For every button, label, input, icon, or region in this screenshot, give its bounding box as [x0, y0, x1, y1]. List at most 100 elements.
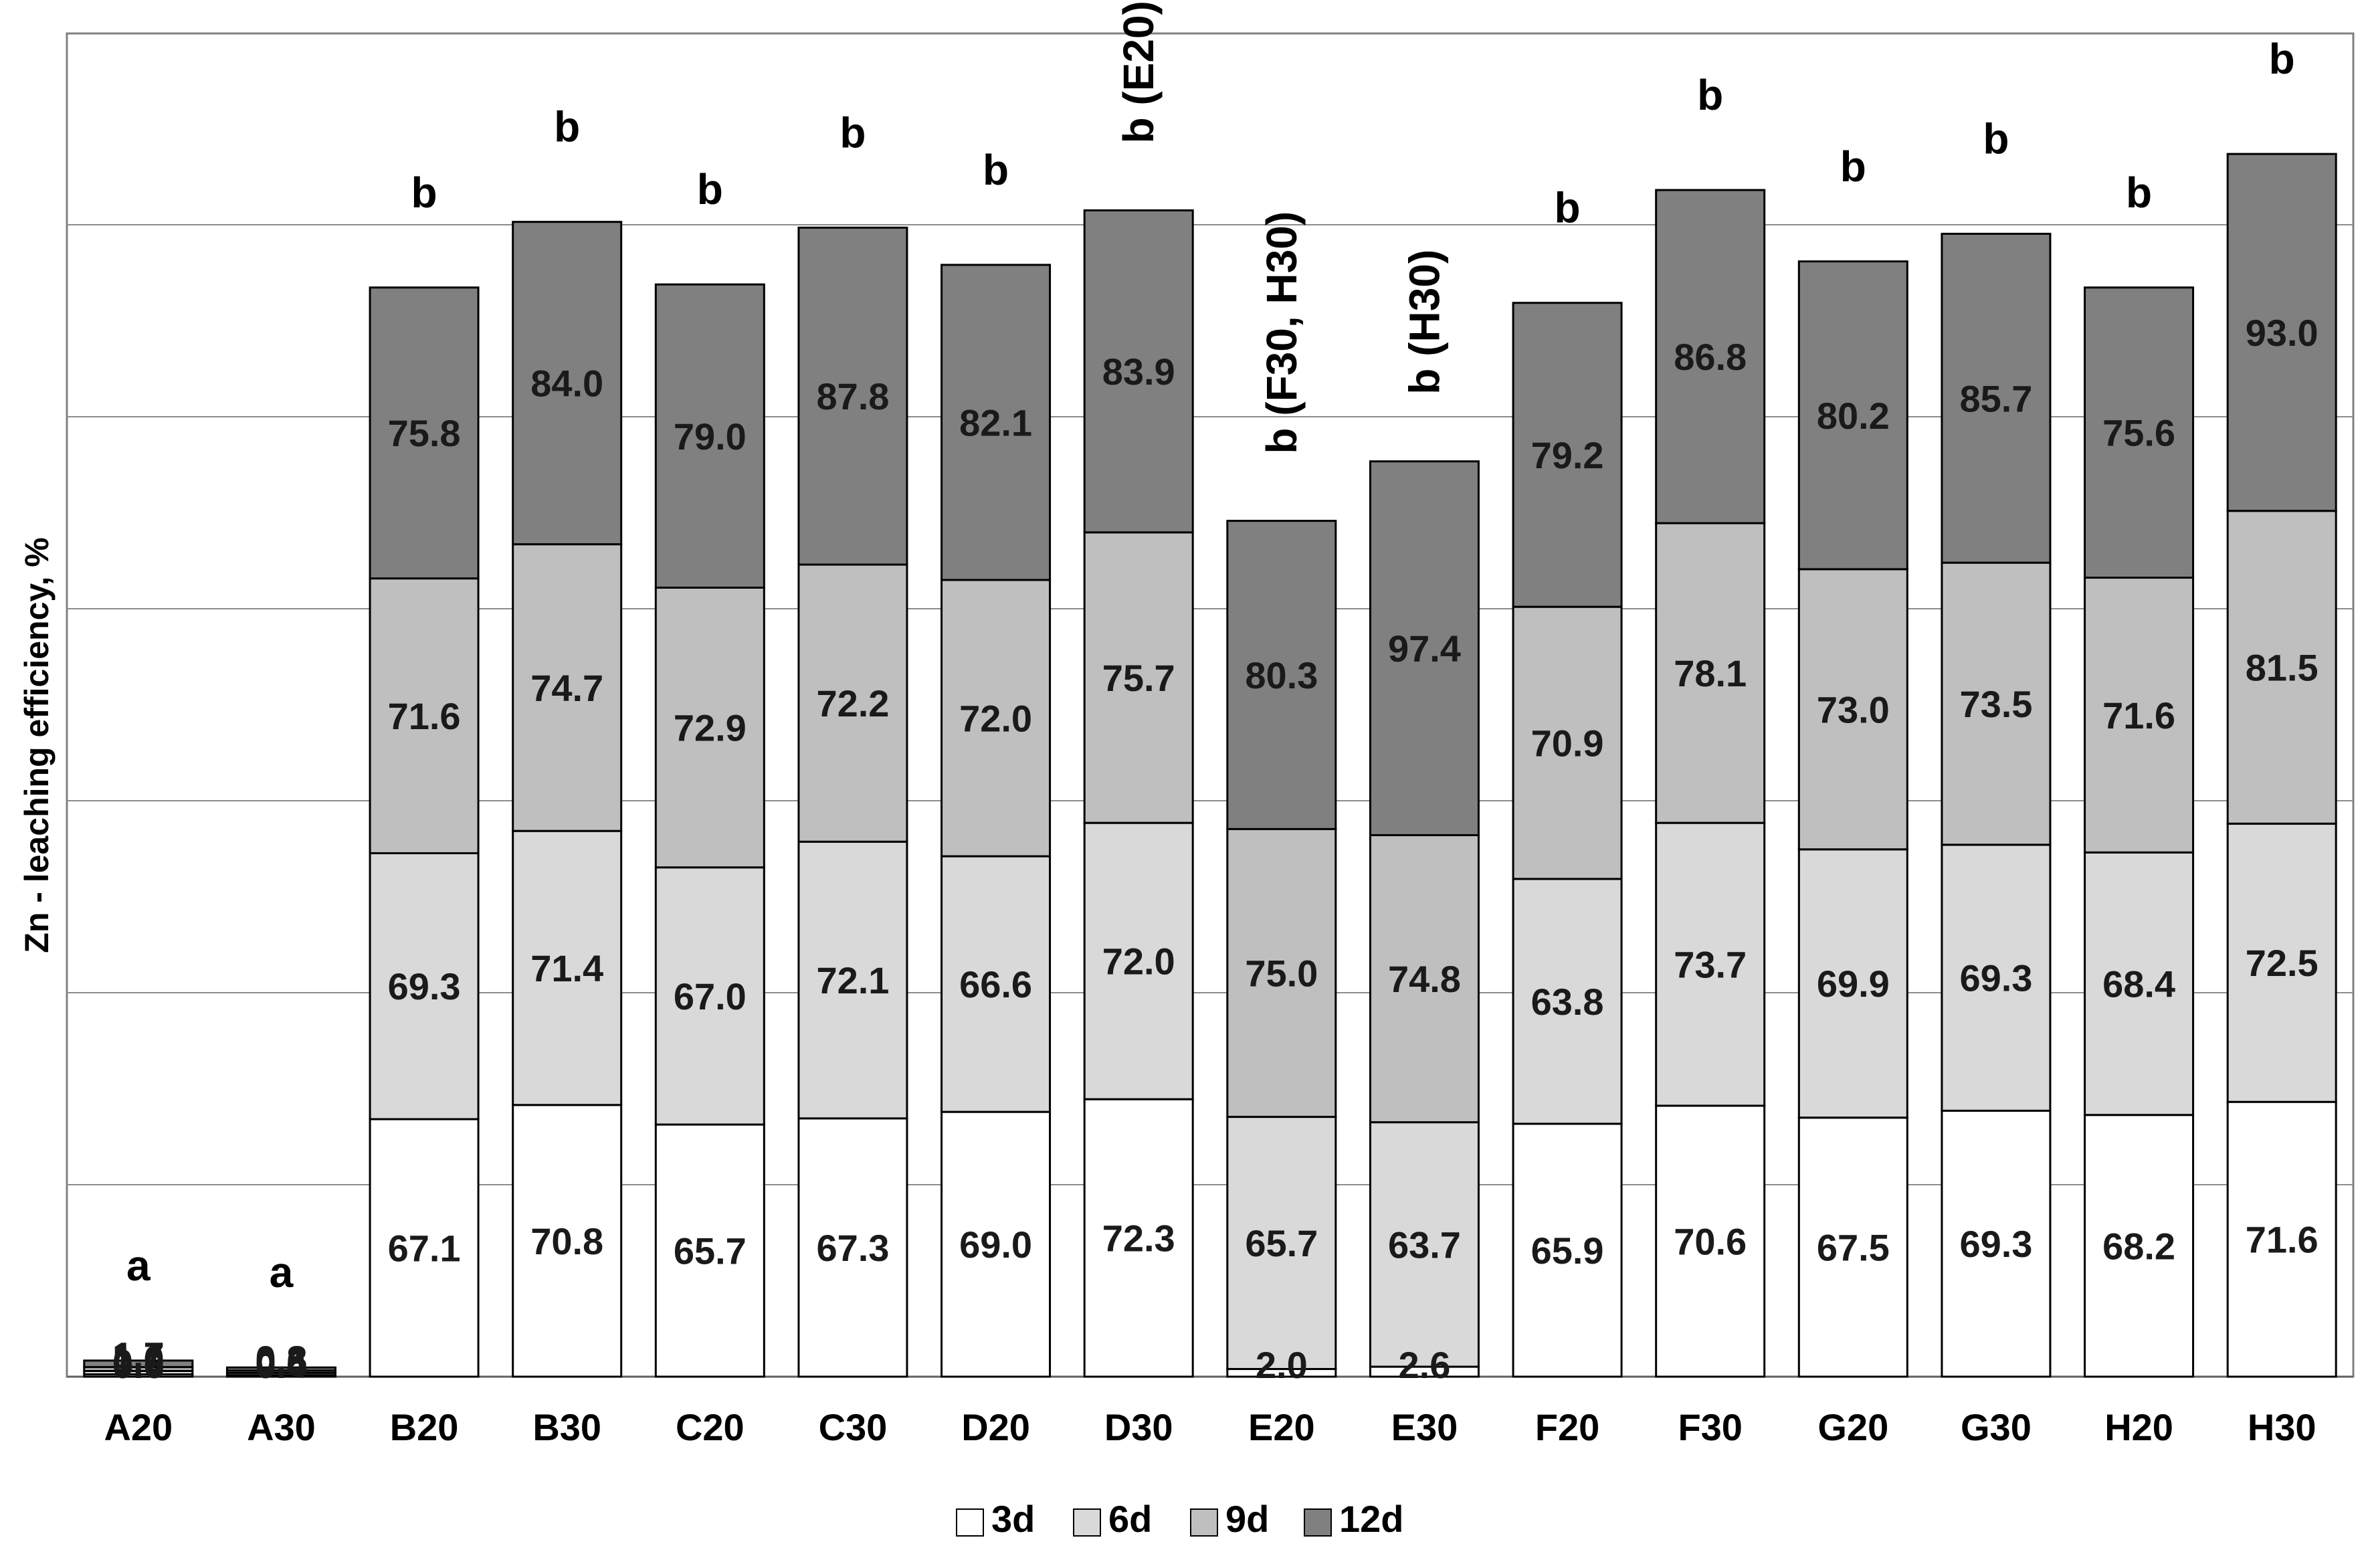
significance-label: b — [1840, 142, 1866, 191]
x-tick-label: H20 — [2104, 1406, 2173, 1448]
bar-segment-12d-D20 — [941, 264, 1052, 581]
bar-segment-3d-B30 — [512, 1104, 623, 1378]
bar-segment-3d-G20 — [1797, 1116, 1908, 1378]
data-label: 97.4 — [1388, 627, 1461, 670]
legend-swatch-6d — [1073, 1508, 1101, 1537]
bar-segment-6d-C30 — [797, 840, 908, 1120]
bar-segment-6d-E30 — [1369, 1121, 1480, 1368]
significance-label: b (E20) — [1114, 1, 1163, 143]
data-label: 71.6 — [2246, 1219, 2318, 1261]
data-label: 71.4 — [530, 947, 603, 989]
bar-segment-3d-D20 — [941, 1110, 1052, 1378]
data-label: 0.4 — [256, 1344, 308, 1386]
data-label: 63.8 — [1531, 981, 1604, 1023]
bar-segment-12d-B30 — [512, 221, 623, 546]
significance-label: b (F30, H30) — [1258, 211, 1306, 454]
data-label: 67.5 — [1817, 1226, 1890, 1268]
bar-segment-12d-G30 — [1941, 232, 2052, 564]
data-label: 72.1 — [816, 959, 889, 1001]
data-label: 67.0 — [674, 975, 747, 1017]
data-label: 75.7 — [1102, 657, 1175, 699]
bar-segment-3d-H30 — [2226, 1100, 2337, 1378]
data-label: 2.6 — [1399, 1344, 1451, 1386]
bar-segment-12d-E30 — [1369, 460, 1480, 836]
data-label: 65.7 — [1245, 1222, 1318, 1264]
bar-segment-6d-H20 — [2084, 851, 2195, 1116]
bar-segment-9d-G30 — [1941, 561, 2052, 846]
significance-label: b — [554, 103, 580, 151]
data-label: 72.9 — [674, 707, 747, 749]
data-label: 68.2 — [2102, 1225, 2175, 1267]
data-label: 80.2 — [1817, 395, 1890, 437]
significance-label: a — [270, 1248, 294, 1296]
x-tick-label: E20 — [1248, 1406, 1315, 1448]
legend-label: 3d — [991, 1498, 1035, 1540]
x-tick-label: E30 — [1391, 1406, 1458, 1448]
bar-segment-9d-C20 — [654, 586, 765, 869]
data-label: 65.9 — [1531, 1230, 1604, 1272]
legend-swatch-12d — [1304, 1508, 1332, 1537]
x-tick-label: B20 — [390, 1406, 459, 1448]
data-label: 79.0 — [674, 415, 747, 458]
bar-segment-9d-F30 — [1655, 522, 1766, 824]
data-label: 84.0 — [530, 363, 603, 405]
bar-segment-3d-G30 — [1941, 1109, 2052, 1378]
data-label: 74.8 — [1388, 958, 1461, 1000]
data-label: 85.7 — [1959, 377, 2032, 419]
x-tick-label: F30 — [1678, 1406, 1743, 1448]
x-tick-label: G20 — [1817, 1406, 1888, 1448]
x-tick-label: C20 — [676, 1406, 745, 1448]
x-tick-label: B30 — [532, 1406, 601, 1448]
bar-segment-9d-D30 — [1083, 531, 1194, 824]
bar-segment-12d-E20 — [1226, 520, 1337, 830]
x-tick-label: G30 — [1961, 1406, 2032, 1448]
bar-segment-12d-H30 — [2226, 153, 2337, 512]
data-label: 69.0 — [959, 1223, 1032, 1266]
data-label: 69.3 — [1959, 957, 2032, 999]
data-label: 0.9 — [112, 1342, 165, 1384]
data-label: 79.2 — [1531, 434, 1604, 476]
bar-segment-6d-B20 — [369, 852, 480, 1120]
legend-swatch-9d — [1190, 1508, 1218, 1537]
significance-label: b — [983, 146, 1009, 194]
bar-segment-12d-H20 — [2084, 286, 2195, 579]
significance-label: b — [840, 108, 866, 157]
significance-label: b — [2126, 169, 2152, 217]
significance-label: b (H30) — [1400, 250, 1448, 395]
data-label: 68.4 — [2102, 963, 2175, 1005]
bar-segment-3d-D30 — [1083, 1098, 1194, 1378]
bar-segment-6d-E20 — [1226, 1116, 1337, 1371]
y-axis-title: Zn - leaching efficiency, % — [18, 537, 56, 953]
x-tick-label: A20 — [104, 1406, 173, 1448]
bar-segment-3d-H20 — [2084, 1114, 2195, 1378]
bar-segment-12d-C20 — [654, 283, 765, 589]
data-label: 93.0 — [2246, 312, 2318, 354]
legend-label: 9d — [1225, 1498, 1269, 1540]
x-tick-label: F20 — [1535, 1406, 1600, 1448]
data-label: 73.0 — [1817, 688, 1890, 730]
data-label: 66.6 — [959, 963, 1032, 1005]
data-label: 69.9 — [1817, 963, 1890, 1005]
significance-label: b — [697, 165, 723, 213]
bar-segment-6d-G20 — [1797, 848, 1908, 1119]
data-label: 75.6 — [2102, 412, 2175, 454]
bar-segment-6d-D30 — [1083, 821, 1194, 1100]
significance-label: b — [1697, 71, 1723, 119]
legend-label: 6d — [1108, 1498, 1152, 1540]
data-label: 72.0 — [959, 698, 1032, 740]
bar-segment-9d-D20 — [941, 579, 1052, 858]
data-label: 71.6 — [2102, 694, 2175, 737]
x-tick-label: A30 — [247, 1406, 316, 1448]
significance-label: b — [1983, 114, 2009, 163]
bar-segment-3d-C20 — [654, 1123, 765, 1378]
bar-segment-6d-D20 — [941, 855, 1052, 1113]
data-label: 82.1 — [959, 401, 1032, 444]
x-tick-label: D30 — [1104, 1406, 1173, 1448]
bar-segment-6d-G30 — [1941, 844, 2052, 1112]
x-tick-label: D20 — [961, 1406, 1030, 1448]
data-label: 0.8 — [256, 1338, 308, 1380]
significance-label: b — [1555, 184, 1581, 232]
bar-segment-12d-D30 — [1083, 209, 1194, 534]
x-tick-label: C30 — [819, 1406, 888, 1448]
